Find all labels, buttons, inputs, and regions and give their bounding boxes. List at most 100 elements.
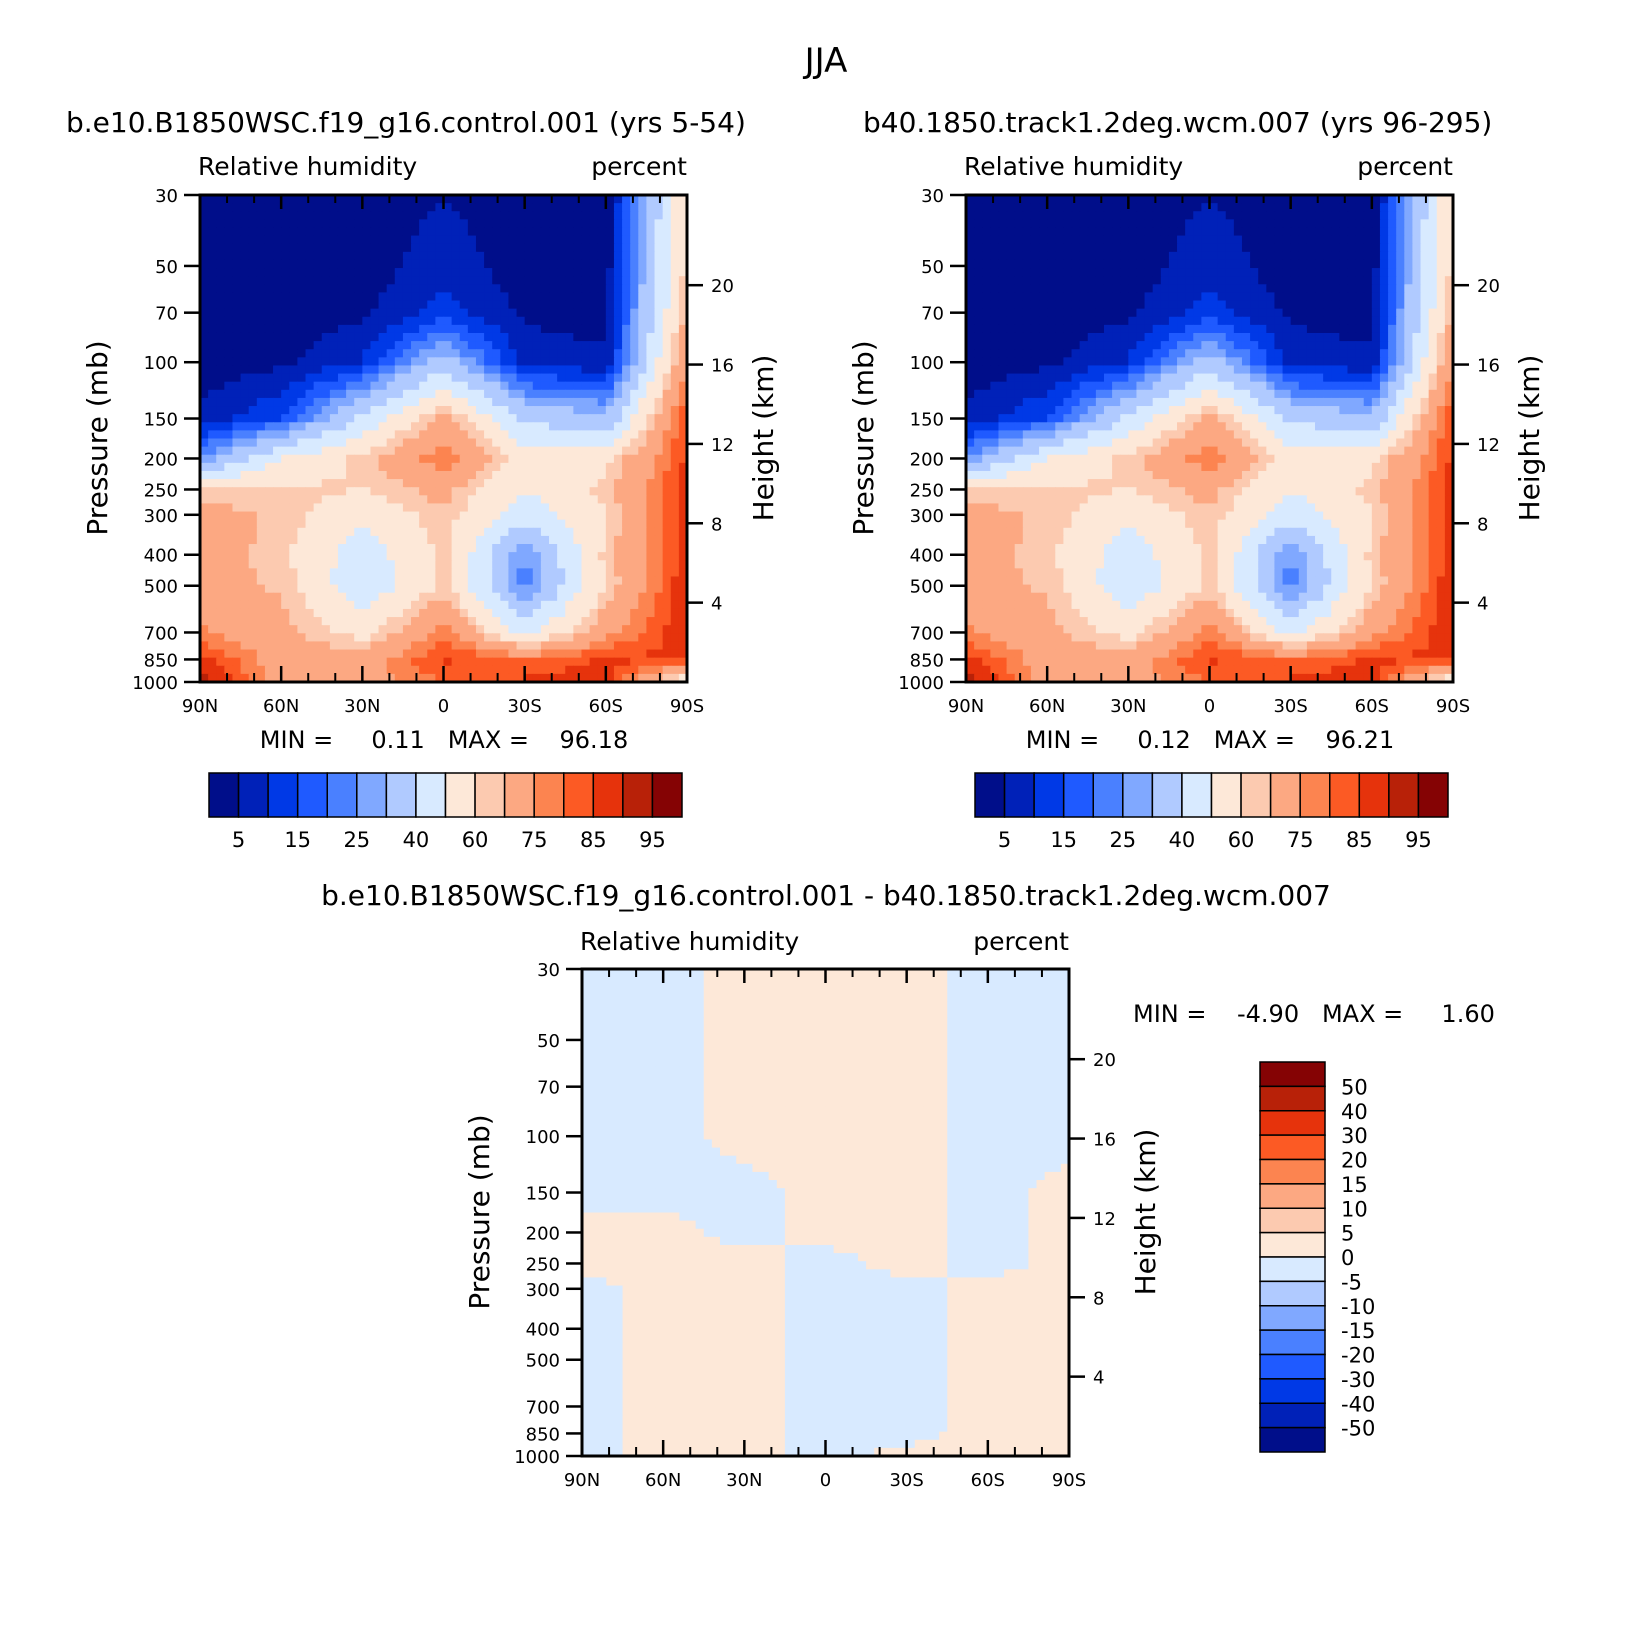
contour-cell — [256, 341, 266, 350]
contour-cell — [1339, 259, 1349, 269]
contour-cell — [354, 324, 363, 334]
contour-cell — [1379, 243, 1389, 253]
contour-cell — [370, 535, 380, 545]
contour-cell — [638, 365, 648, 375]
contour-cell — [1014, 219, 1024, 229]
contour-cell — [386, 219, 396, 229]
contour-cell — [435, 527, 445, 537]
contour-cell — [654, 284, 664, 293]
contour-cell — [1022, 292, 1032, 302]
contour-cell — [305, 535, 315, 545]
contour-cell — [329, 357, 339, 367]
contour-cell — [1233, 316, 1243, 326]
contour-cell — [419, 576, 428, 586]
contour-cell — [1087, 251, 1097, 261]
contour-cell — [378, 219, 388, 229]
contour-cell — [200, 406, 209, 415]
contour-cell — [982, 365, 991, 375]
contour-cell — [678, 308, 687, 318]
contour-cell — [1022, 251, 1032, 261]
contour-cell — [378, 397, 388, 407]
contour-cell — [557, 235, 566, 245]
contour-cell — [1396, 300, 1405, 310]
contour-cell — [216, 641, 225, 651]
contour-cell — [370, 357, 380, 367]
contour-cell — [1444, 203, 1453, 212]
contour-cell — [313, 251, 323, 261]
contour-cell — [565, 673, 574, 682]
contour-cell — [524, 649, 534, 659]
contour-cell — [224, 511, 234, 521]
contour-cell — [281, 608, 290, 618]
contour-cell — [516, 195, 526, 204]
contour-cell — [297, 316, 307, 326]
contour-cell — [411, 487, 420, 496]
contour-cell — [459, 560, 469, 569]
contour-cell — [654, 665, 664, 675]
contour-cell — [289, 446, 298, 456]
contour-cell — [394, 430, 404, 440]
contour-cell — [508, 381, 518, 391]
contour-cell — [1266, 219, 1276, 229]
contour-cell — [435, 462, 445, 472]
contour-cell — [508, 625, 518, 634]
contour-cell — [264, 373, 274, 383]
contour-cell — [419, 633, 428, 643]
contour-cell — [492, 324, 501, 334]
contour-cell — [638, 633, 648, 643]
contour-cell — [1217, 211, 1227, 220]
contour-cell — [581, 381, 591, 391]
contour-cell — [256, 470, 266, 480]
contour-cell — [1266, 235, 1276, 245]
contour-cell — [557, 470, 566, 480]
contour-cell — [581, 470, 591, 480]
contour-cell — [654, 211, 664, 220]
contour-cell — [1136, 259, 1146, 269]
contour-cell — [273, 617, 282, 626]
contour-cell — [622, 673, 631, 682]
contour-cell — [224, 584, 234, 594]
contour-cell — [1241, 211, 1251, 220]
contour-cell — [998, 300, 1008, 310]
contour-cell — [402, 600, 412, 610]
contour-cell — [297, 324, 307, 334]
contour-cell — [313, 535, 323, 545]
contour-cell — [313, 608, 323, 618]
contour-cell — [524, 641, 534, 651]
contour-cell — [208, 406, 217, 415]
contour-cell — [1233, 195, 1243, 204]
contour-cell — [297, 430, 307, 440]
contour-cell — [321, 511, 331, 521]
contour-cell — [565, 316, 574, 326]
contour-cell — [540, 544, 550, 553]
contour-cell — [565, 422, 574, 431]
contour-cell — [589, 479, 599, 488]
contour-cell — [1193, 308, 1202, 318]
contour-cell — [670, 673, 680, 682]
colorbar-swatch — [356, 772, 388, 818]
contour-cell — [362, 649, 372, 659]
contour-cell — [386, 438, 396, 448]
contour-cell — [1087, 195, 1097, 204]
contour-cell — [427, 454, 436, 464]
contour-cell — [630, 219, 639, 229]
contour-cell — [1258, 259, 1267, 269]
contour-cell — [264, 397, 274, 407]
contour-cell — [281, 316, 290, 326]
contour-cell — [492, 397, 501, 407]
contour-cell — [264, 649, 274, 659]
contour-cell — [240, 657, 250, 667]
contour-cell — [394, 470, 404, 480]
contour-cell — [1120, 268, 1129, 277]
contour-cell — [998, 195, 1008, 204]
contour-cell — [508, 373, 518, 383]
colorbar-swatch — [474, 772, 506, 818]
contour-cell — [670, 649, 680, 659]
contour-cell — [435, 243, 445, 253]
contour-cell — [484, 576, 493, 586]
contour-cell — [508, 268, 518, 277]
contour-cell — [557, 430, 566, 440]
contour-cell — [435, 430, 445, 440]
contour-cell — [549, 219, 558, 229]
contour-cell — [273, 308, 282, 318]
